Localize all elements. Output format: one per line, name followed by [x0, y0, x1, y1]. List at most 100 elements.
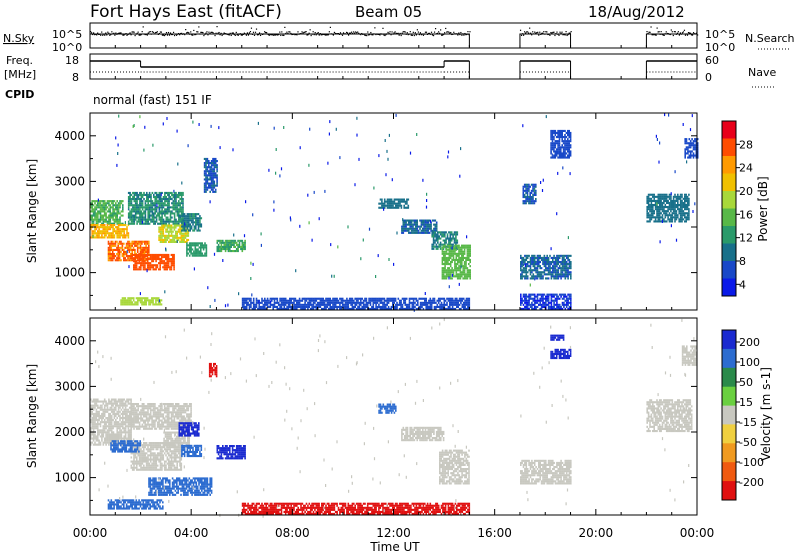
range-cell	[114, 259, 117, 262]
range-cell	[552, 265, 554, 268]
range-cell	[378, 154, 380, 158]
range-cell	[449, 305, 451, 308]
range-cell	[217, 239, 220, 242]
range-cell	[171, 258, 174, 261]
range-cell	[436, 303, 439, 306]
range-cell	[523, 183, 526, 186]
range-cell	[674, 170, 676, 174]
range-cell	[383, 299, 386, 302]
range-cell	[305, 303, 308, 306]
range-cell	[452, 269, 455, 272]
range-cell	[94, 421, 96, 424]
range-cell	[456, 269, 459, 272]
range-cell	[547, 271, 550, 274]
range-cell	[552, 273, 554, 276]
range-cell	[224, 239, 227, 242]
range-cell	[652, 216, 654, 219]
range-cell	[138, 297, 140, 300]
range-cell	[389, 206, 392, 209]
range-cell	[255, 303, 258, 306]
range-cell	[113, 248, 115, 251]
range-cell	[155, 258, 157, 261]
range-cell	[652, 193, 654, 196]
range-cell	[550, 142, 552, 145]
range-cell	[130, 193, 133, 196]
range-cell	[430, 227, 432, 230]
range-cell	[660, 220, 662, 223]
range-cell	[684, 193, 686, 196]
range-cell	[159, 206, 161, 210]
range-cell	[435, 247, 438, 250]
range-cell	[553, 301, 555, 304]
range-cell	[158, 256, 160, 259]
range-cell	[430, 225, 432, 228]
range-cell	[684, 197, 686, 200]
range-cell	[117, 218, 120, 221]
range-cell	[393, 301, 395, 304]
range-cell	[117, 210, 120, 213]
range-cell	[419, 297, 422, 300]
range-cell	[146, 220, 148, 223]
range-cell	[423, 229, 425, 232]
range-cell	[193, 227, 196, 230]
range-cell	[110, 259, 113, 262]
range-cell	[435, 229, 438, 232]
range-cell	[664, 113, 666, 117]
range-cell	[426, 199, 428, 202]
range-cell	[678, 218, 680, 221]
range-cell	[351, 297, 354, 300]
range-cell	[172, 220, 175, 223]
range-cell	[670, 216, 672, 219]
range-cell	[157, 299, 160, 302]
range-cell	[143, 198, 145, 201]
range-cell	[647, 204, 650, 207]
range-cell	[238, 241, 241, 244]
range-cell	[134, 256, 136, 259]
range-cell	[299, 146, 301, 150]
range-cell	[213, 190, 216, 193]
range-cell	[536, 273, 539, 276]
range-cell	[172, 200, 175, 203]
range-cell	[91, 417, 93, 420]
range-cell	[551, 144, 554, 147]
range-cell	[450, 307, 452, 310]
range-cell	[456, 299, 458, 302]
range-cell	[127, 257, 129, 260]
range-cell	[681, 218, 683, 221]
range-cell	[141, 250, 143, 253]
range-cell	[192, 229, 194, 232]
range-cell	[567, 269, 569, 272]
range-cell	[122, 236, 124, 239]
range-cell	[90, 441, 92, 444]
range-cell	[415, 307, 418, 310]
range-cell	[654, 195, 657, 198]
range-cell	[391, 178, 393, 182]
range-cell	[92, 437, 95, 440]
range-cell	[692, 148, 695, 151]
range-cell	[451, 271, 453, 274]
range-cell	[109, 216, 112, 219]
range-cell	[144, 210, 147, 213]
range-cell	[368, 297, 370, 300]
range-cell	[235, 241, 238, 244]
range-cell	[526, 256, 529, 259]
range-cell	[115, 230, 117, 233]
range-cell	[216, 174, 218, 177]
range-cell	[133, 193, 136, 196]
range-cell	[382, 202, 385, 205]
mode-text: normal (fast) 151 IF	[93, 93, 212, 107]
range-cell	[563, 265, 565, 268]
range-cell	[550, 129, 552, 132]
range-cell	[447, 263, 449, 266]
range-cell	[653, 197, 655, 200]
range-cell	[164, 196, 166, 199]
range-cell	[558, 138, 561, 141]
range-cell	[408, 219, 410, 222]
range-cell	[307, 297, 309, 300]
range-cell	[170, 260, 173, 263]
range-cell	[140, 198, 143, 201]
range-cell	[172, 208, 175, 211]
range-cell	[155, 260, 157, 263]
search-label: N.Search	[745, 32, 795, 45]
range-cell	[194, 244, 197, 247]
